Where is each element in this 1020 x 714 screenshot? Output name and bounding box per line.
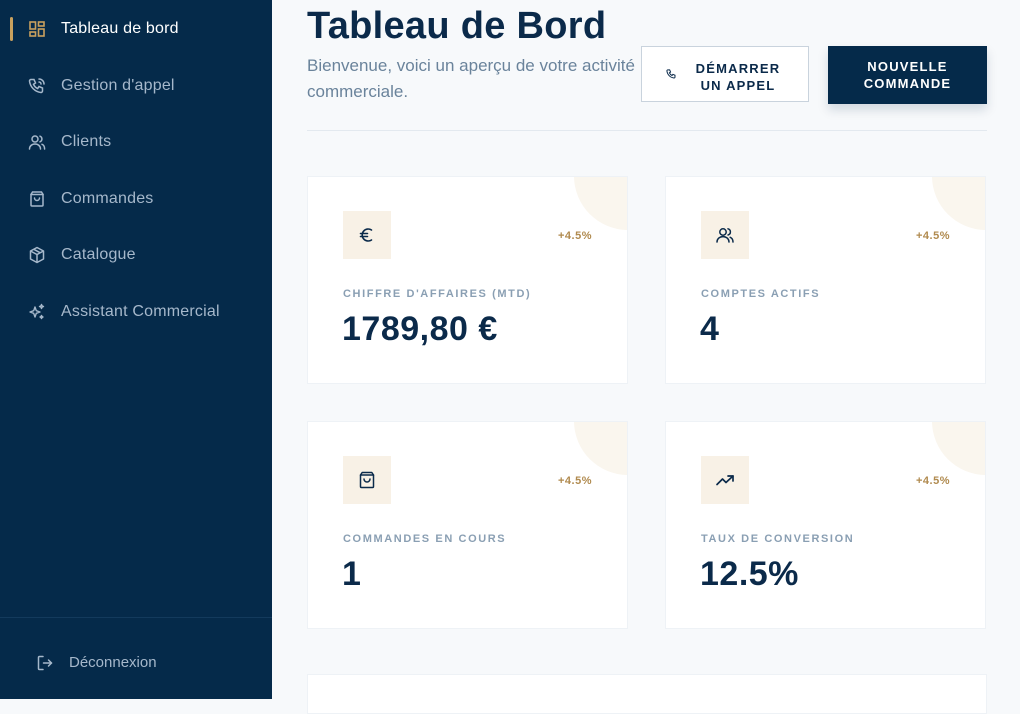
sidebar-item-sales-assistant[interactable]: Assistant Commercial <box>0 292 272 332</box>
shopping-bag-icon <box>30 191 44 207</box>
stat-change: +4.5% <box>558 230 592 242</box>
stat-value: 1789,80 € <box>342 310 498 348</box>
stat-value: 4 <box>700 310 720 348</box>
stat-change: +4.5% <box>916 230 950 242</box>
sidebar: Tableau de bord Gestion d'appel Clients … <box>0 0 272 699</box>
sidebar-item-label: Catalogue <box>61 246 136 263</box>
logout-label: Déconnexion <box>69 654 157 671</box>
sparkles-icon <box>29 303 45 320</box>
sidebar-item-clients[interactable]: Clients <box>0 122 272 162</box>
stat-change: +4.5% <box>916 475 950 487</box>
logout-icon <box>37 655 53 671</box>
sidebar-item-label: Assistant Commercial <box>61 303 220 320</box>
stat-label: TAUX DE CONVERSION <box>701 533 855 545</box>
euro-icon <box>359 228 373 242</box>
stat-icon-box <box>701 456 749 504</box>
lower-panel <box>307 674 987 714</box>
start-call-label: DÉMARRER UN APPEL <box>695 61 781 93</box>
stat-label: COMPTES ACTIFS <box>701 288 821 300</box>
logout-button[interactable]: Déconnexion <box>0 643 272 683</box>
page-title: Tableau de Bord <box>307 5 607 47</box>
stat-icon-box <box>343 211 391 259</box>
trending-up-icon <box>716 475 734 486</box>
stat-card-pending-orders: +4.5% COMMANDES EN COURS 1 <box>307 421 628 629</box>
sidebar-item-label: Gestion d'appel <box>61 77 175 94</box>
users-icon <box>716 228 734 243</box>
stat-value: 1 <box>342 555 362 593</box>
stat-label: CHIFFRE D'AFFAIRES (MTD) <box>343 288 532 300</box>
stat-card-revenue: +4.5% CHIFFRE D'AFFAIRES (MTD) 1789,80 € <box>307 176 628 384</box>
card-decoration <box>932 422 985 475</box>
sidebar-divider <box>0 617 272 618</box>
users-icon <box>28 135 46 150</box>
stat-card-conversion-rate: +4.5% TAUX DE CONVERSION 12.5% <box>665 421 986 629</box>
card-decoration <box>932 177 985 230</box>
active-indicator <box>10 17 13 41</box>
stat-value: 12.5% <box>700 555 799 593</box>
page-subtitle: Bienvenue, voici un aperçu de votre acti… <box>307 56 635 101</box>
sidebar-item-label: Tableau de bord <box>61 20 179 37</box>
card-decoration <box>574 177 627 230</box>
sidebar-item-orders[interactable]: Commandes <box>0 179 272 219</box>
package-icon <box>29 246 45 264</box>
dashboard-icon <box>29 21 45 37</box>
phone-call-icon <box>28 78 45 94</box>
phone-icon <box>666 69 676 79</box>
stat-icon-box <box>701 211 749 259</box>
sidebar-item-dashboard[interactable]: Tableau de bord <box>0 9 272 49</box>
card-decoration <box>574 422 627 475</box>
stat-change: +4.5% <box>558 475 592 487</box>
sidebar-item-catalogue[interactable]: Catalogue <box>0 235 272 275</box>
header-divider <box>307 130 987 131</box>
stat-label: COMMANDES EN COURS <box>343 533 507 545</box>
sidebar-item-label: Clients <box>61 133 112 150</box>
stat-icon-box <box>343 456 391 504</box>
start-call-button[interactable]: DÉMARRER UN APPEL <box>641 46 809 102</box>
new-order-button[interactable]: NOUVELLE COMMANDE <box>828 46 987 104</box>
stat-card-active-accounts: +4.5% COMPTES ACTIFS 4 <box>665 176 986 384</box>
shopping-bag-icon <box>359 471 375 489</box>
sidebar-item-call-management[interactable]: Gestion d'appel <box>0 66 272 106</box>
sidebar-item-label: Commandes <box>61 190 154 207</box>
new-order-label: NOUVELLE COMMANDE <box>863 59 952 91</box>
